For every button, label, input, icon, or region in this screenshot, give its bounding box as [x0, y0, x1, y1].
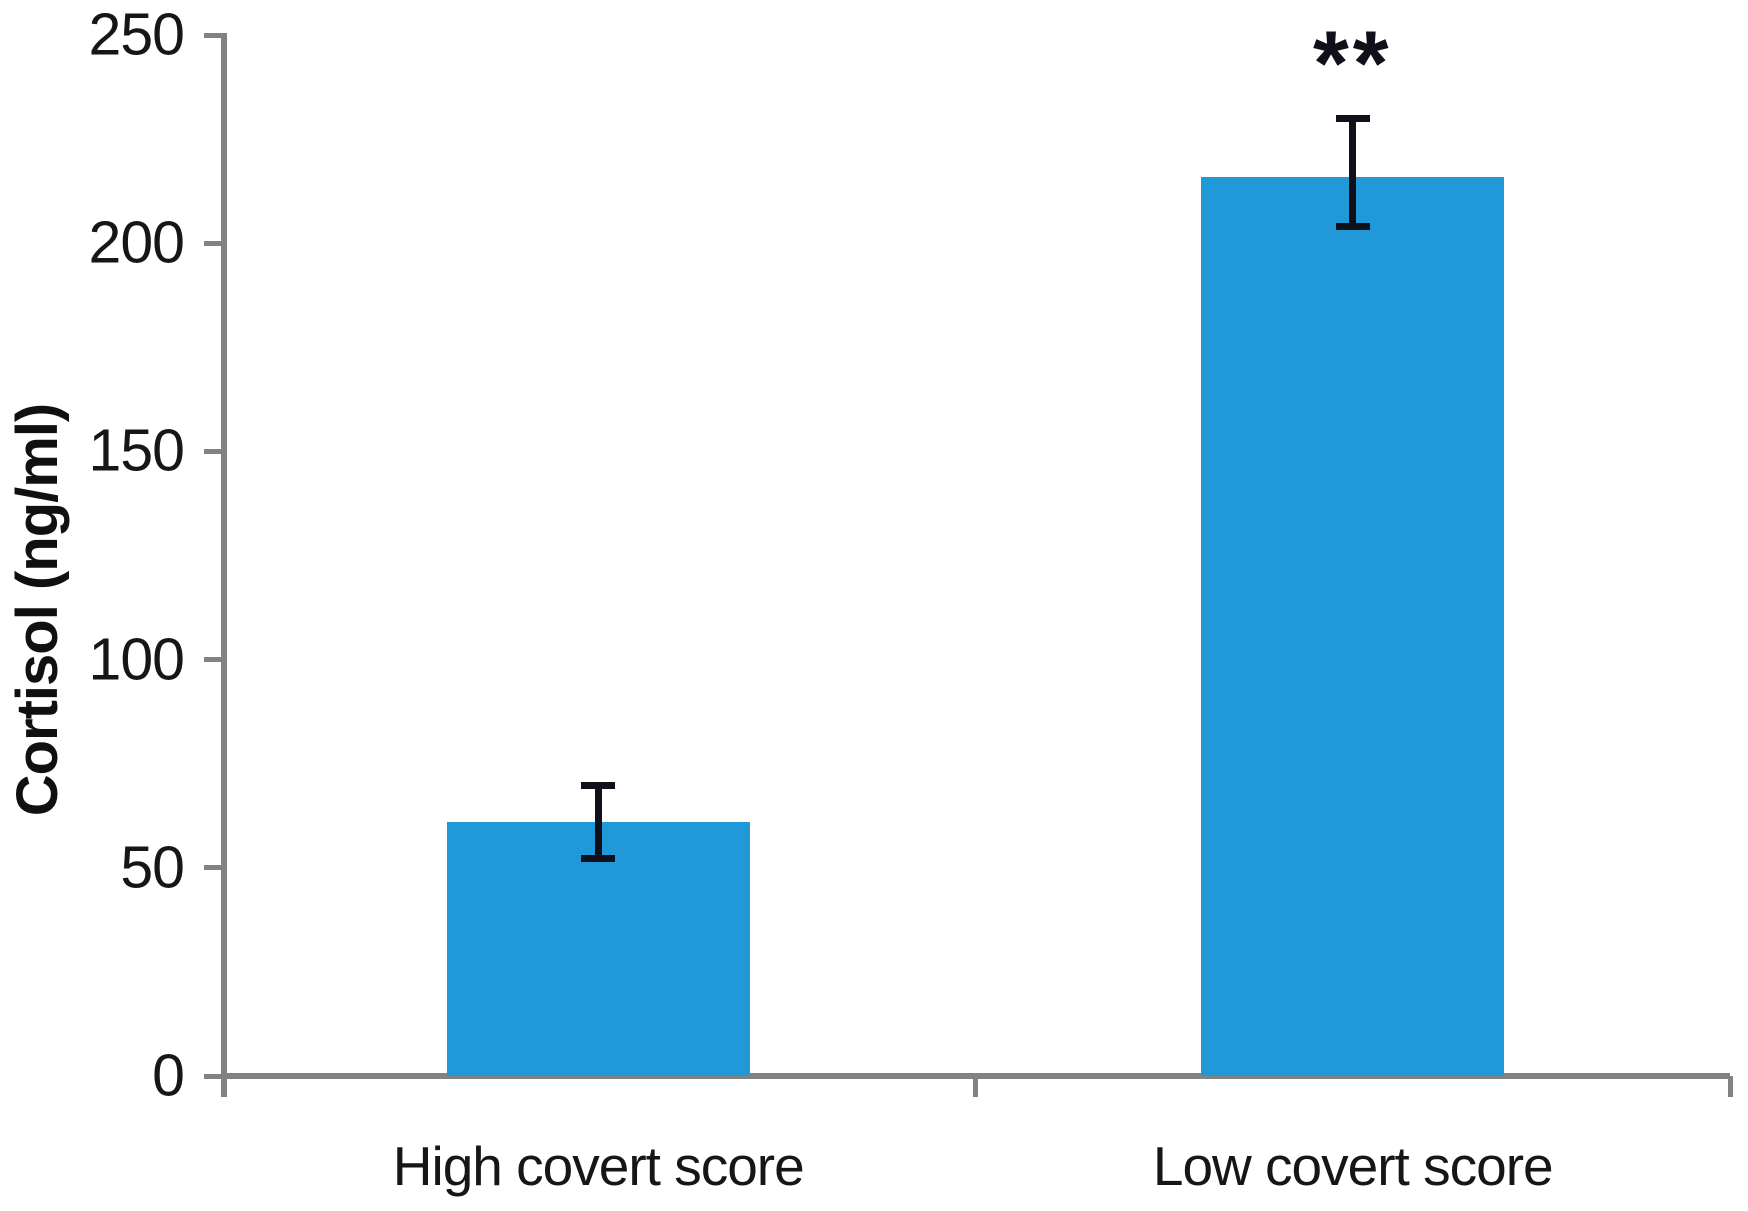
- error-bar-cap-top: [1335, 115, 1370, 123]
- y-axis-tick: [204, 240, 221, 246]
- x-axis-boundary-tick: [973, 1076, 978, 1097]
- error-bar-cap-top: [581, 781, 616, 789]
- y-axis-tick: [204, 1073, 221, 1079]
- significance-marker: **: [1312, 13, 1393, 115]
- y-axis-tick: [204, 32, 221, 38]
- x-axis-boundary-tick: [1727, 1076, 1733, 1097]
- y-tick-label: 200: [88, 209, 185, 276]
- y-axis-tick: [204, 865, 221, 871]
- error-bar-line: [594, 784, 602, 860]
- bar-low-covert-score: [1201, 176, 1505, 1076]
- y-tick-label: 150: [88, 417, 185, 484]
- error-bar-cap-bottom: [1335, 222, 1370, 230]
- y-axis-line: [221, 33, 227, 1097]
- x-category-label: Low covert score: [1152, 1135, 1554, 1197]
- y-tick-label: 50: [120, 834, 185, 901]
- bar-high-covert-score: [446, 821, 750, 1076]
- error-bar-cap-bottom: [581, 855, 616, 863]
- y-tick-label: 100: [88, 626, 185, 693]
- y-tick-label: 250: [88, 1, 185, 68]
- y-axis-tick: [204, 657, 221, 663]
- y-axis-tick: [204, 448, 221, 454]
- error-bar-line: [1349, 118, 1357, 227]
- x-category-label: High covert score: [392, 1135, 805, 1197]
- y-tick-label: 0: [152, 1042, 185, 1109]
